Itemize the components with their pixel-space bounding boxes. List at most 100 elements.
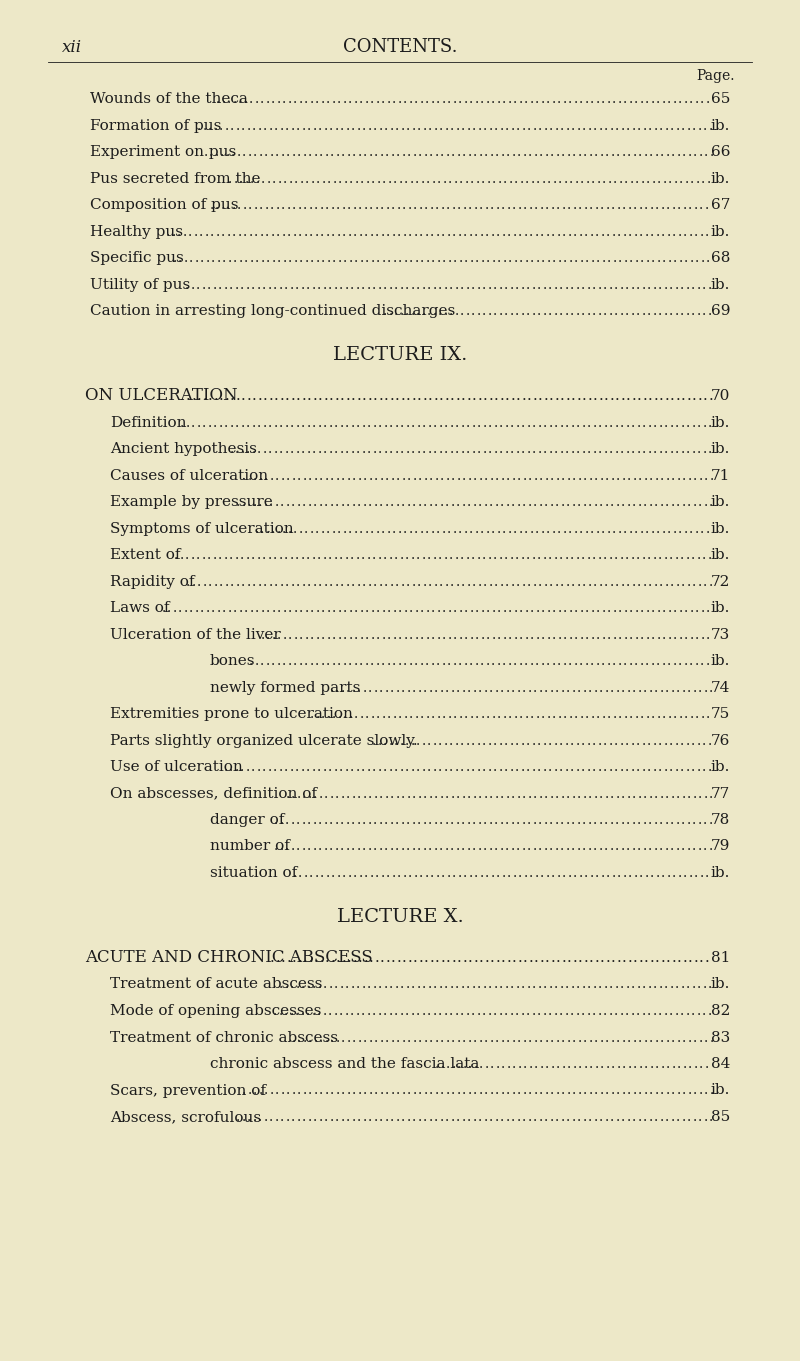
Text: .: . [636, 1004, 640, 1018]
Text: .: . [673, 627, 678, 641]
Text: .: . [560, 118, 565, 132]
Text: .: . [659, 495, 663, 509]
Text: .: . [481, 627, 485, 641]
Text: .: . [634, 521, 638, 535]
Text: .: . [699, 197, 703, 212]
Text: .: . [361, 759, 365, 774]
Text: .: . [559, 1004, 563, 1018]
Text: .: . [580, 171, 585, 185]
Text: .: . [606, 521, 610, 535]
Text: .: . [442, 171, 447, 185]
Text: .: . [604, 118, 609, 132]
Text: .: . [282, 521, 286, 535]
Text: .: . [583, 1083, 587, 1097]
Text: .: . [646, 627, 650, 641]
Text: .: . [390, 977, 394, 992]
Text: .: . [418, 1083, 422, 1097]
Text: .: . [548, 734, 553, 747]
Text: .: . [298, 521, 302, 535]
Text: .: . [430, 521, 434, 535]
Text: .: . [279, 840, 283, 853]
Text: .: . [577, 680, 582, 694]
Text: .: . [326, 602, 330, 615]
Text: .: . [518, 951, 522, 965]
Text: .: . [573, 866, 577, 881]
Text: .: . [332, 627, 336, 641]
Text: .: . [375, 93, 379, 106]
Text: .: . [208, 118, 213, 132]
Text: .: . [213, 415, 218, 430]
Text: .: . [313, 787, 317, 800]
Text: .: . [611, 951, 616, 965]
Text: .: . [428, 840, 432, 853]
Text: .: . [545, 1083, 549, 1097]
Text: .: . [482, 759, 486, 774]
Text: .: . [450, 574, 454, 588]
Text: .: . [670, 415, 674, 430]
Text: .: . [478, 1111, 482, 1124]
Text: .: . [326, 627, 331, 641]
Text: .: . [514, 627, 518, 641]
Text: .: . [593, 813, 597, 827]
Text: .: . [350, 548, 354, 562]
Text: .: . [662, 602, 666, 615]
Text: .: . [345, 1004, 349, 1018]
Text: .: . [682, 1057, 686, 1071]
Text: .: . [701, 706, 705, 721]
Text: .: . [315, 655, 319, 668]
Text: .: . [394, 977, 399, 992]
Text: .: . [380, 951, 385, 965]
Text: .: . [559, 734, 563, 747]
Text: .: . [339, 415, 344, 430]
Text: .: . [546, 521, 550, 535]
Text: .: . [262, 278, 266, 291]
Text: .: . [322, 1004, 326, 1018]
Text: .: . [480, 93, 484, 106]
Text: .: . [400, 977, 405, 992]
Text: .: . [482, 442, 487, 456]
Text: .: . [278, 278, 282, 291]
Text: .: . [672, 866, 676, 881]
Text: .: . [258, 468, 262, 483]
Text: .: . [460, 278, 464, 291]
Text: .: . [682, 495, 686, 509]
Text: .: . [335, 495, 339, 509]
Text: .: . [500, 118, 504, 132]
Text: .: . [258, 1111, 262, 1124]
Text: .: . [620, 415, 624, 430]
Text: .: . [334, 278, 338, 291]
Text: .: . [434, 389, 438, 403]
Text: .: . [256, 759, 261, 774]
Text: .: . [485, 951, 490, 965]
Text: .: . [346, 1111, 350, 1124]
Text: .: . [236, 574, 240, 588]
Text: .: . [212, 278, 217, 291]
Text: .: . [691, 304, 695, 318]
Text: .: . [351, 574, 355, 588]
Text: .: . [318, 977, 322, 992]
Text: .: . [648, 1111, 653, 1124]
Text: .: . [215, 197, 219, 212]
Text: .: . [424, 866, 429, 881]
Text: .: . [340, 389, 345, 403]
Text: .: . [595, 521, 600, 535]
Text: Experiment on pus: Experiment on pus [90, 146, 236, 159]
Text: .: . [254, 225, 258, 238]
Text: .: . [449, 759, 453, 774]
Text: .: . [582, 495, 586, 509]
Text: .: . [474, 1057, 478, 1071]
Text: .: . [641, 171, 645, 185]
Text: .: . [411, 442, 415, 456]
Text: ib.: ib. [710, 866, 730, 881]
Text: .: . [678, 250, 682, 265]
Text: .: . [662, 521, 666, 535]
Text: .: . [622, 951, 626, 965]
Text: .: . [310, 706, 314, 721]
Text: LECTURE X.: LECTURE X. [337, 908, 463, 925]
Text: .: . [548, 759, 552, 774]
Text: .: . [466, 734, 470, 747]
Text: .: . [436, 521, 440, 535]
Text: .: . [280, 574, 284, 588]
Text: .: . [247, 146, 252, 159]
Text: Composition of pus: Composition of pus [90, 197, 238, 212]
